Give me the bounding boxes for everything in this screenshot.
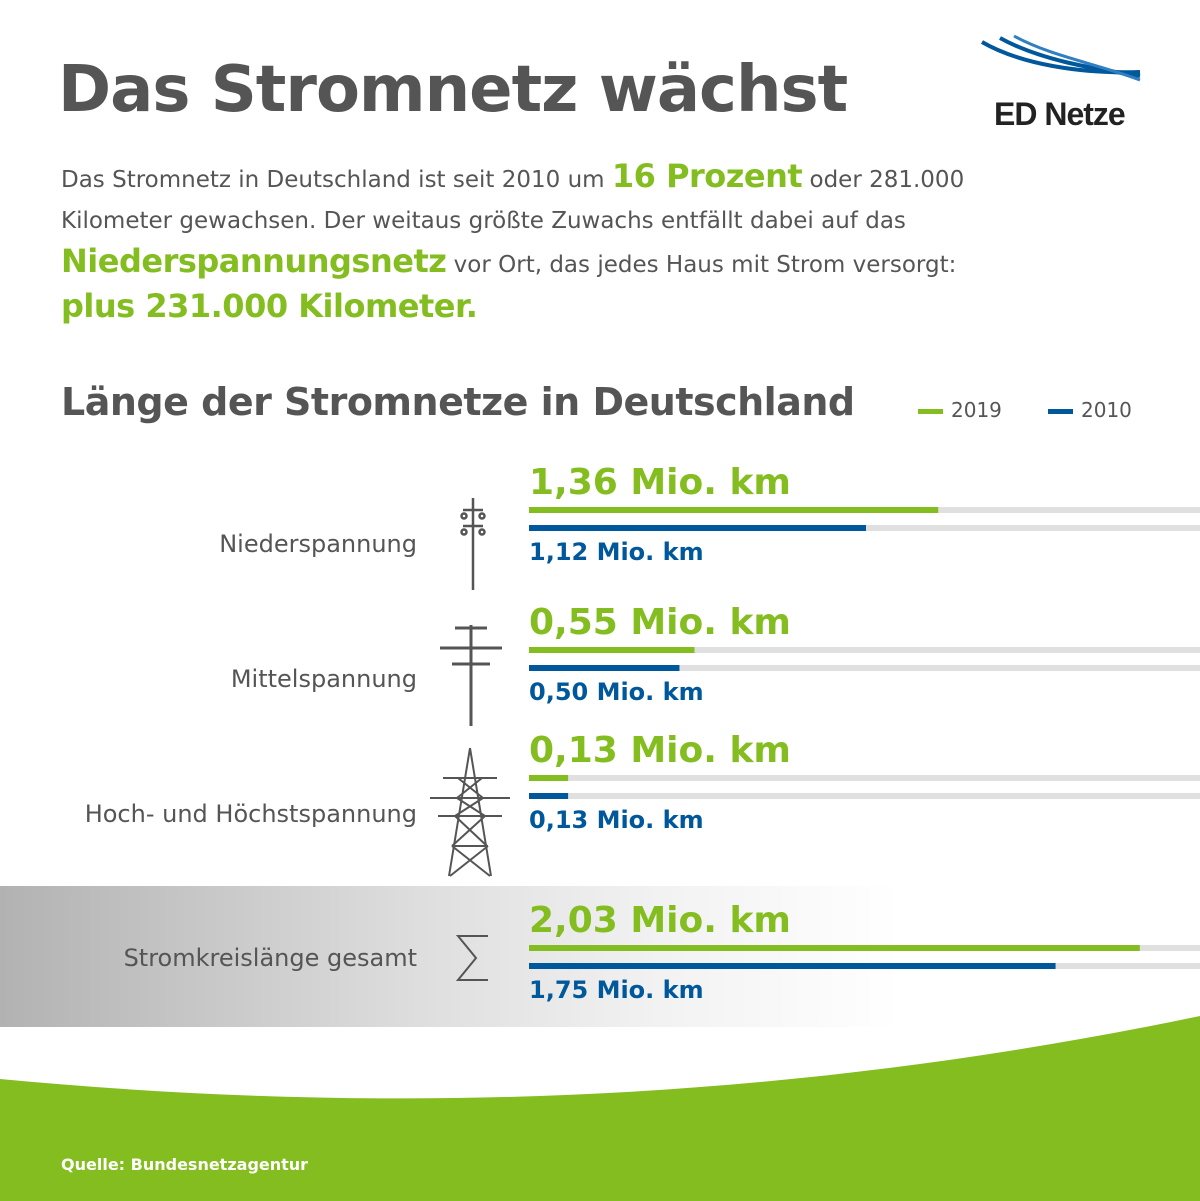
data-label-2019-hoch-und-höchstspannung: 0,13 Mio. km bbox=[529, 730, 791, 771]
bar-2019-mittelspannung bbox=[529, 647, 695, 653]
bar-track-2019-mittelspannung bbox=[529, 647, 1200, 653]
category-label-stromkreislänge-gesamt: Stromkreislänge gesamt bbox=[124, 944, 417, 972]
data-label-2010-niederspannung: 1,12 Mio. km bbox=[529, 538, 704, 566]
bar-2019-niederspannung bbox=[529, 507, 939, 513]
category-label-hoch-und-höchstspannung: Hoch- und Höchstspannung bbox=[85, 800, 417, 828]
legend-swatch-2010 bbox=[1048, 409, 1073, 414]
intro-paragraph: Das Stromnetz in Deutschland ist seit 20… bbox=[61, 156, 981, 330]
bar-track-2010-hoch-und-höchstspannung bbox=[529, 793, 1200, 799]
logo-swoosh-icon bbox=[980, 34, 1141, 82]
data-label-2010-stromkreislänge-gesamt: 1,75 Mio. km bbox=[529, 976, 704, 1004]
legend-item-2019: 2019 bbox=[918, 398, 1002, 422]
category-label-niederspannung: Niederspannung bbox=[219, 530, 417, 558]
bar-2010-hoch-und-höchstspannung bbox=[529, 793, 569, 799]
ed-netze-logo: ED Netze bbox=[980, 34, 1148, 134]
intro-highlight-percent: 16 Prozent bbox=[611, 157, 803, 195]
legend-label-2019: 2019 bbox=[951, 398, 1002, 422]
bar-track-2010-mittelspannung bbox=[529, 665, 1200, 671]
logo-text: ED Netze bbox=[994, 96, 1126, 132]
intro-highlight-network: Niederspannungsnetz bbox=[61, 242, 447, 280]
data-label-2019-stromkreislänge-gesamt: 2,03 Mio. km bbox=[529, 900, 791, 941]
source-note: Quelle: Bundesnetzagentur bbox=[61, 1155, 309, 1174]
bar-track-2019-hoch-und-höchstspannung bbox=[529, 775, 1200, 781]
total-row-band bbox=[0, 886, 1200, 1027]
legend-item-2010: 2010 bbox=[1048, 398, 1132, 422]
bar-2010-stromkreislänge-gesamt bbox=[529, 963, 1056, 969]
category-label-mittelspannung: Mittelspannung bbox=[231, 665, 417, 693]
page-title: Das Stromnetz wächst bbox=[58, 53, 848, 127]
data-label-2019-mittelspannung: 0,55 Mio. km bbox=[529, 602, 791, 643]
legend-label-2010: 2010 bbox=[1081, 398, 1132, 422]
data-label-2019-niederspannung: 1,36 Mio. km bbox=[529, 462, 791, 503]
bar-2019-stromkreislänge-gesamt bbox=[529, 945, 1140, 951]
intro-text-1: Das Stromnetz in Deutschland ist seit 20… bbox=[61, 167, 612, 193]
data-label-2010-hoch-und-höchstspannung: 0,13 Mio. km bbox=[529, 806, 704, 834]
bar-2010-niederspannung bbox=[529, 525, 867, 531]
intro-text-2: oder 281.000 Kilometer gewachsen. Der we… bbox=[61, 167, 965, 234]
bar-2019-hoch-und-höchstspannung bbox=[529, 775, 569, 781]
legend-swatch-2019 bbox=[918, 409, 943, 414]
bar-2010-mittelspannung bbox=[529, 665, 680, 671]
data-label-2010-mittelspannung: 0,50 Mio. km bbox=[529, 678, 704, 706]
chart-title: Länge der Stromnetze in Deutschland bbox=[61, 380, 855, 424]
intro-highlight-km: plus 231.000 Kilometer. bbox=[61, 286, 478, 325]
intro-text-3: vor Ort, das jedes Haus mit Strom versor… bbox=[446, 252, 957, 278]
